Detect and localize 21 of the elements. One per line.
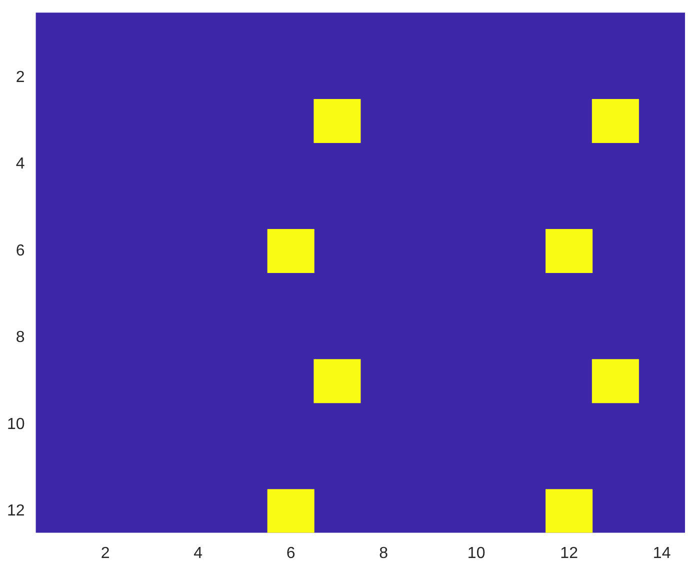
y-tick-label: 2 bbox=[16, 69, 25, 86]
bar bbox=[267, 229, 314, 274]
y-tick-label: 10 bbox=[7, 416, 25, 433]
bar bbox=[546, 229, 593, 274]
x-tick-label: 2 bbox=[100, 544, 110, 562]
x-tick-label: 12 bbox=[560, 544, 578, 562]
y-tick-label: 8 bbox=[16, 329, 25, 346]
bar bbox=[592, 98, 639, 143]
bar bbox=[546, 489, 593, 533]
x-tick-label: 14 bbox=[652, 544, 671, 562]
x-tick-label: 4 bbox=[194, 544, 203, 562]
bar bbox=[314, 98, 361, 143]
y-tick-label: 12 bbox=[7, 502, 25, 520]
x-tick-label: 10 bbox=[467, 544, 486, 562]
x-tick-label: 6 bbox=[286, 544, 296, 562]
bar bbox=[267, 489, 314, 533]
bar bbox=[592, 359, 639, 404]
y-tick-label: 6 bbox=[16, 242, 25, 260]
bar bbox=[314, 359, 361, 404]
x-tick-label: 8 bbox=[379, 544, 388, 562]
y-tick-label: 4 bbox=[16, 156, 25, 173]
